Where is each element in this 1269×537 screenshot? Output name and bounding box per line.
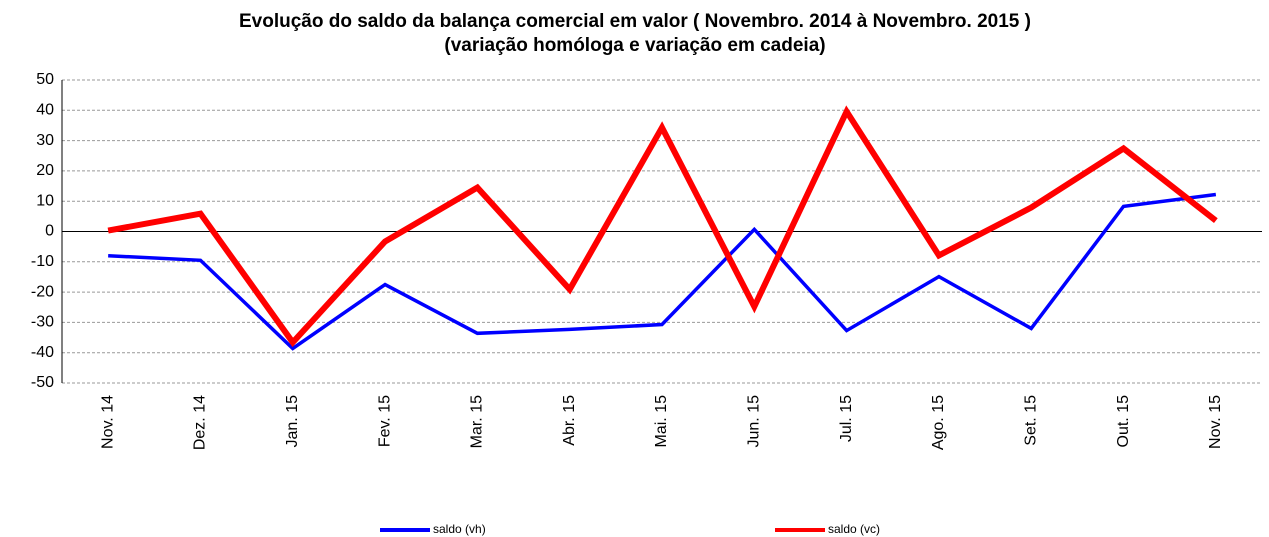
x-tick-label: Fev. 15: [376, 395, 393, 447]
x-tick-label: Ago. 15: [930, 395, 947, 450]
y-tick-label: -30: [31, 314, 54, 331]
y-tick-label: 40: [36, 102, 54, 119]
legend-label: saldo (vc): [828, 522, 880, 536]
y-tick-label: -50: [31, 374, 54, 391]
x-tick-label: Mar. 15: [469, 395, 486, 448]
x-tick-label: Mai. 15: [653, 395, 670, 448]
x-tick-label: Jul. 15: [838, 395, 855, 442]
y-tick-label: 30: [36, 132, 54, 149]
x-tick-label: Set. 15: [1022, 395, 1039, 446]
chart-subtitle: (variação homóloga e variação em cadeia): [444, 35, 825, 56]
legend-label: saldo (vh): [433, 522, 486, 536]
y-tick-label: 10: [36, 192, 54, 209]
y-tick-label: 0: [45, 223, 54, 240]
y-tick-label: 50: [36, 71, 54, 88]
x-tick-label: Jun. 15: [746, 395, 763, 448]
y-tick-label: -10: [31, 253, 54, 270]
y-tick-label: -20: [31, 283, 54, 300]
y-tick-label: -40: [31, 344, 54, 361]
x-tick-label: Abr. 15: [561, 395, 578, 446]
x-tick-label: Out. 15: [1115, 395, 1132, 448]
y-tick-label: 20: [36, 162, 54, 179]
line-series: [108, 192, 1217, 351]
chart-title: Evolução do saldo da balança comercial e…: [239, 11, 1031, 32]
x-tick-label: Nov. 15: [1207, 395, 1224, 449]
line-series: [107, 105, 1218, 348]
x-tick-label: Jan. 15: [284, 395, 301, 448]
x-tick-label: Nov. 14: [99, 395, 116, 449]
x-tick-label: Dez. 14: [192, 395, 209, 450]
